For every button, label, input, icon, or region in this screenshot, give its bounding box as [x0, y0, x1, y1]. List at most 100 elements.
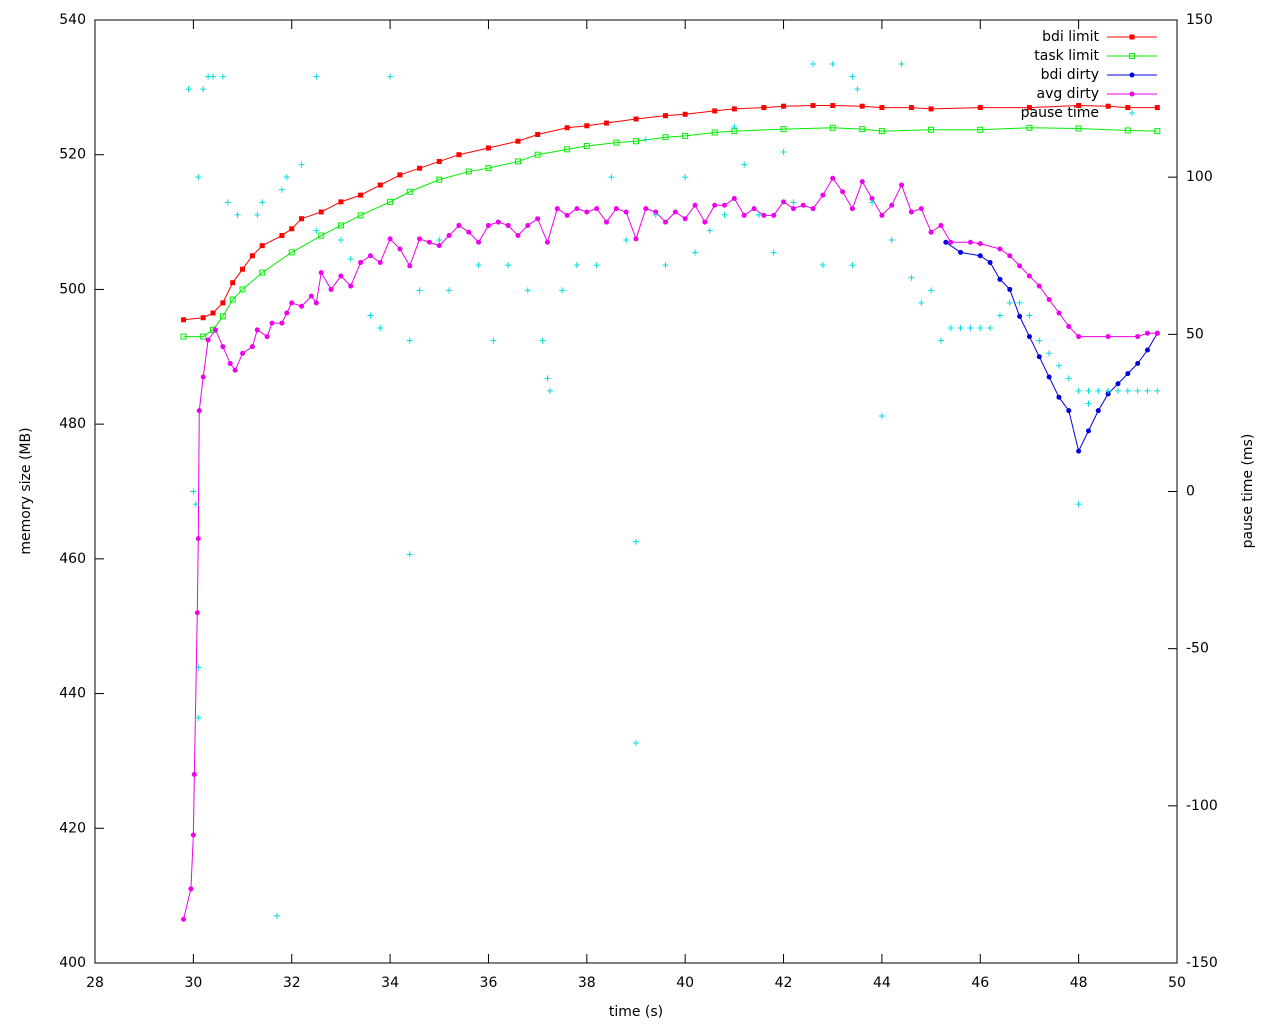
- x-tick-label: 34: [381, 975, 399, 991]
- data-point: [1046, 297, 1052, 303]
- data-point: [1055, 362, 1062, 369]
- data-point: [1105, 334, 1111, 340]
- data-point: [977, 126, 984, 133]
- data-point: [859, 179, 865, 185]
- data-point: [810, 103, 816, 109]
- legend-marker: [1129, 72, 1135, 78]
- data-point: [196, 408, 202, 414]
- data-point: [338, 199, 344, 205]
- data-point: [240, 266, 246, 272]
- data-point: [977, 325, 984, 332]
- legend-marker: [1129, 110, 1135, 116]
- data-point: [210, 73, 217, 80]
- data-point: [515, 233, 521, 239]
- data-point: [781, 199, 787, 205]
- data-point: [188, 886, 194, 892]
- data-point: [663, 113, 669, 119]
- data-point: [721, 211, 728, 218]
- data-point: [476, 239, 482, 245]
- data-point: [1026, 312, 1033, 319]
- data-point: [1105, 103, 1111, 109]
- data-point: [593, 262, 600, 269]
- data-point: [584, 123, 590, 129]
- data-point: [810, 61, 817, 68]
- data-point: [1144, 387, 1151, 394]
- data-point: [682, 174, 689, 181]
- data-point: [682, 132, 689, 139]
- data-point: [1026, 124, 1033, 131]
- data-point: [613, 139, 620, 146]
- data-point: [220, 344, 226, 350]
- data-point: [337, 237, 344, 244]
- data-point: [761, 212, 767, 218]
- data-point: [313, 227, 320, 234]
- data-point: [830, 175, 836, 181]
- data-point: [249, 253, 255, 259]
- data-point: [1144, 347, 1150, 353]
- data-point: [574, 206, 580, 212]
- data-point: [879, 105, 885, 111]
- data-point: [387, 236, 393, 242]
- data-point: [849, 206, 855, 212]
- data-point: [318, 232, 325, 239]
- data-point: [387, 73, 394, 80]
- data-point: [943, 239, 949, 245]
- data-point: [466, 229, 472, 235]
- data-point: [706, 227, 713, 234]
- data-point: [328, 286, 334, 292]
- data-point: [289, 300, 295, 306]
- data-point: [1134, 387, 1141, 394]
- data-point: [200, 315, 206, 321]
- x-tick-label: 44: [873, 975, 891, 991]
- data-point: [191, 771, 197, 777]
- data-point: [273, 912, 280, 919]
- data-point: [210, 310, 216, 316]
- data-point: [712, 202, 718, 208]
- data-point: [849, 73, 856, 80]
- data-point: [662, 262, 669, 269]
- data-point: [446, 287, 453, 294]
- data-point: [869, 195, 875, 201]
- data-point: [692, 202, 698, 208]
- data-point: [347, 255, 354, 262]
- data-point: [722, 202, 728, 208]
- data-point: [830, 103, 836, 109]
- data-point: [240, 350, 246, 356]
- data-point: [254, 327, 260, 333]
- data-point: [194, 610, 200, 616]
- x-tick-label: 48: [1070, 975, 1088, 991]
- data-point: [1026, 334, 1032, 340]
- data-point: [1154, 330, 1160, 336]
- data-point: [800, 202, 806, 208]
- data-point: [195, 714, 202, 721]
- data-point: [633, 739, 639, 746]
- data-point: [633, 538, 639, 545]
- data-point: [279, 233, 285, 239]
- data-point: [781, 103, 787, 109]
- data-point: [1124, 387, 1131, 394]
- data-point: [1046, 374, 1052, 380]
- data-point: [928, 126, 935, 133]
- data-point: [672, 209, 678, 215]
- data-point: [200, 374, 206, 380]
- data-point: [544, 375, 551, 382]
- data-point: [1105, 387, 1112, 394]
- data-point: [937, 337, 944, 344]
- data-point: [1036, 283, 1042, 289]
- data-point: [1135, 334, 1141, 340]
- data-point: [751, 206, 757, 212]
- data-point: [446, 233, 452, 239]
- data-point: [456, 222, 462, 228]
- data-point: [780, 126, 787, 133]
- data-point: [564, 125, 570, 131]
- data-point: [643, 206, 649, 212]
- data-point: [205, 337, 211, 343]
- data-point: [741, 212, 747, 218]
- data-point: [485, 222, 491, 228]
- data-point: [967, 239, 973, 245]
- data-point: [692, 249, 699, 256]
- data-point: [436, 176, 443, 183]
- data-point: [234, 211, 241, 218]
- data-point: [288, 249, 295, 256]
